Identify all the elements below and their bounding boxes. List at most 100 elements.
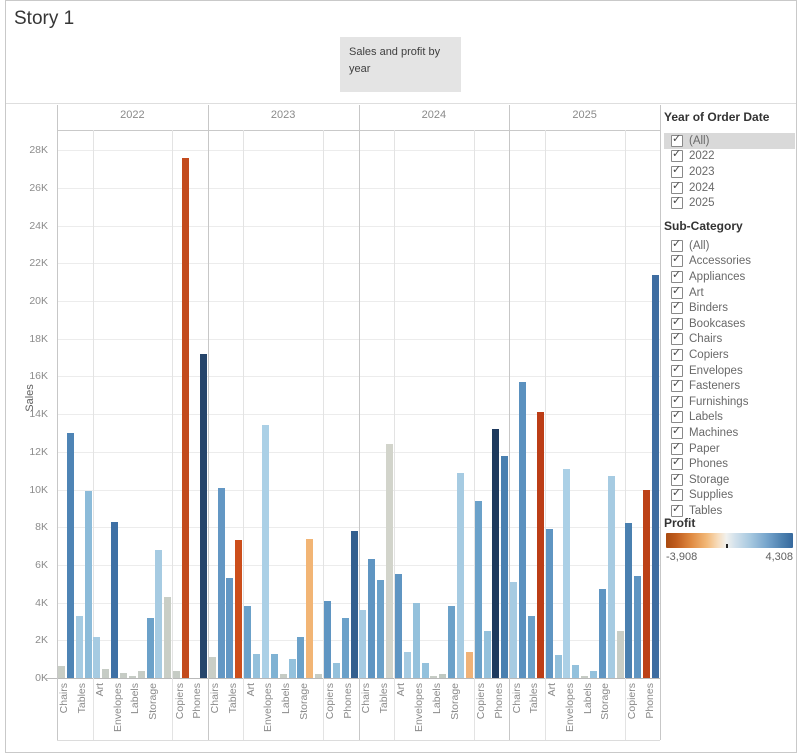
filter-item-bookcases[interactable]: ✓ Bookcases <box>664 316 795 332</box>
checkbox-checked-icon[interactable]: ✓ <box>671 331 683 346</box>
filter-item-labels[interactable]: ✓ Labels <box>664 409 795 426</box>
bar-2022-appliances[interactable] <box>93 636 101 678</box>
bar-2025-copiers[interactable] <box>634 576 642 678</box>
bar-2023-appliances[interactable] <box>244 606 252 678</box>
checkbox-checked-icon[interactable]: ✓ <box>671 472 683 486</box>
bar-2022-supplies[interactable] <box>164 596 172 678</box>
bar-2024-tables[interactable] <box>386 444 393 678</box>
bar-2022-art[interactable] <box>102 668 110 678</box>
filter-item-appliances[interactable]: ✓ Appliances <box>664 269 795 285</box>
bar-2023-labels[interactable] <box>288 659 296 678</box>
filter-item-2024[interactable]: ✓ 2024 <box>664 180 795 196</box>
bar-2024-labels[interactable] <box>439 674 447 678</box>
bar-2025-envelopes[interactable] <box>572 664 580 678</box>
bar-2025-paper[interactable] <box>598 589 606 678</box>
bar-2024-appliances[interactable] <box>394 574 402 678</box>
checkbox-checked-icon[interactable]: ✓ <box>671 164 683 178</box>
bar-2025-machines[interactable] <box>643 489 651 678</box>
filter-item-supplies[interactable]: ✓ Supplies <box>664 487 795 504</box>
checkbox-checked-icon[interactable]: ✓ <box>671 425 683 439</box>
bar-2023-furnishings[interactable] <box>226 578 234 678</box>
bar-2025-accessories[interactable] <box>625 523 633 678</box>
filter-item-furnishings[interactable]: ✓ Furnishings <box>664 394 795 410</box>
checkbox-checked-icon[interactable]: ✓ <box>671 195 683 210</box>
filter-item-machines[interactable]: ✓ Machines <box>664 425 795 441</box>
bar-2024-art[interactable] <box>403 651 411 678</box>
bar-2025-fasteners[interactable] <box>581 676 589 678</box>
bar-2024-supplies[interactable] <box>465 651 473 678</box>
bar-2022-bookcases[interactable] <box>57 665 65 678</box>
bar-2024-furnishings[interactable] <box>377 580 385 678</box>
bar-2023-paper[interactable] <box>297 636 305 678</box>
checkbox-checked-icon[interactable]: ✓ <box>671 285 683 299</box>
bar-2022-furnishings[interactable] <box>75 615 83 678</box>
bar-2023-storage[interactable] <box>306 538 314 678</box>
filter-item-2025[interactable]: ✓ 2025 <box>664 195 795 211</box>
bar-2023-phones[interactable] <box>350 531 358 678</box>
checkbox-checked-icon[interactable]: ✓ <box>671 394 683 408</box>
checkbox-checked-icon[interactable]: ✓ <box>671 180 683 194</box>
bar-2025-binders[interactable] <box>563 468 571 678</box>
checkbox-checked-icon[interactable]: ✓ <box>671 456 683 471</box>
bar-2025-chairs[interactable] <box>519 382 526 678</box>
bar-2022-chairs[interactable] <box>66 433 74 678</box>
bar-2024-accessories[interactable] <box>474 500 482 678</box>
bar-2022-accessories[interactable] <box>173 670 181 678</box>
bar-2023-art[interactable] <box>253 653 260 678</box>
bar-2023-tables[interactable] <box>235 540 243 678</box>
checkbox-checked-icon[interactable]: ✓ <box>671 441 683 455</box>
checkbox-checked-icon[interactable]: ✓ <box>671 363 683 377</box>
filter-item-storage[interactable]: ✓ Storage <box>664 472 795 488</box>
bar-2023-supplies[interactable] <box>315 674 323 678</box>
checkbox-checked-icon[interactable]: ✓ <box>671 300 683 315</box>
bar-2022-tables[interactable] <box>84 491 92 678</box>
filter-item-tables[interactable]: ✓ Tables <box>664 503 795 519</box>
bar-2022-fasteners[interactable] <box>128 676 136 678</box>
bar-2024-copiers[interactable] <box>483 630 491 678</box>
checkbox-checked-icon[interactable]: ✓ <box>671 133 683 147</box>
bar-2025-appliances[interactable] <box>545 529 553 678</box>
checkbox-checked-icon[interactable]: ✓ <box>671 503 683 517</box>
filter-item-chairs[interactable]: ✓ Chairs <box>664 331 795 348</box>
filter-item-binders[interactable]: ✓ Binders <box>664 300 795 316</box>
checkbox-checked-icon[interactable]: ✓ <box>671 238 683 252</box>
filter-item-fasteners[interactable]: ✓ Fasteners <box>664 378 795 394</box>
bar-2024-fasteners[interactable] <box>430 676 438 678</box>
bar-2023-chairs[interactable] <box>217 487 225 678</box>
filter-item-accessories[interactable]: ✓ Accessories <box>664 253 795 270</box>
bar-2024-storage[interactable] <box>456 472 464 678</box>
checkbox-checked-icon[interactable]: ✓ <box>671 148 683 163</box>
bar-2023-machines[interactable] <box>341 617 349 678</box>
checkbox-checked-icon[interactable]: ✓ <box>671 347 683 361</box>
bar-2025-labels[interactable] <box>590 670 597 678</box>
filter-item-paper[interactable]: ✓ Paper <box>664 441 795 457</box>
bar-2025-tables[interactable] <box>536 412 544 678</box>
bar-2025-storage[interactable] <box>607 476 615 678</box>
filter-item-2023[interactable]: ✓ 2023 <box>664 164 795 180</box>
bar-2023-envelopes[interactable] <box>270 653 278 678</box>
checkbox-checked-icon[interactable]: ✓ <box>671 378 683 393</box>
bar-2023-accessories[interactable] <box>323 600 331 678</box>
bar-2024-binders[interactable] <box>412 602 420 678</box>
bar-2023-bookcases[interactable] <box>208 657 216 678</box>
bar-2025-bookcases[interactable] <box>510 581 518 678</box>
bar-2023-fasteners[interactable] <box>279 674 287 678</box>
bar-2024-machines[interactable] <box>492 429 500 678</box>
bar-2023-copiers[interactable] <box>332 662 340 678</box>
filter-item-art[interactable]: ✓ Art <box>664 285 795 301</box>
checkbox-checked-icon[interactable]: ✓ <box>671 409 683 424</box>
checkbox-checked-icon[interactable]: ✓ <box>671 487 683 502</box>
bar-2025-furnishings[interactable] <box>527 615 535 678</box>
filter-item-envelopes[interactable]: ✓ Envelopes <box>664 363 795 379</box>
bar-2024-paper[interactable] <box>448 606 456 678</box>
bar-2024-envelopes[interactable] <box>421 662 429 678</box>
bar-2025-phones[interactable] <box>652 274 659 678</box>
checkbox-checked-icon[interactable]: ✓ <box>671 253 683 268</box>
checkbox-checked-icon[interactable]: ✓ <box>671 316 683 330</box>
bar-2022-phones[interactable] <box>199 353 207 678</box>
bar-2024-phones[interactable] <box>501 455 509 678</box>
bar-2025-supplies[interactable] <box>616 630 624 678</box>
filter-item-all[interactable]: ✓ (All) <box>664 133 795 149</box>
bar-2022-binders[interactable] <box>111 521 119 678</box>
checkbox-checked-icon[interactable]: ✓ <box>671 269 683 283</box>
